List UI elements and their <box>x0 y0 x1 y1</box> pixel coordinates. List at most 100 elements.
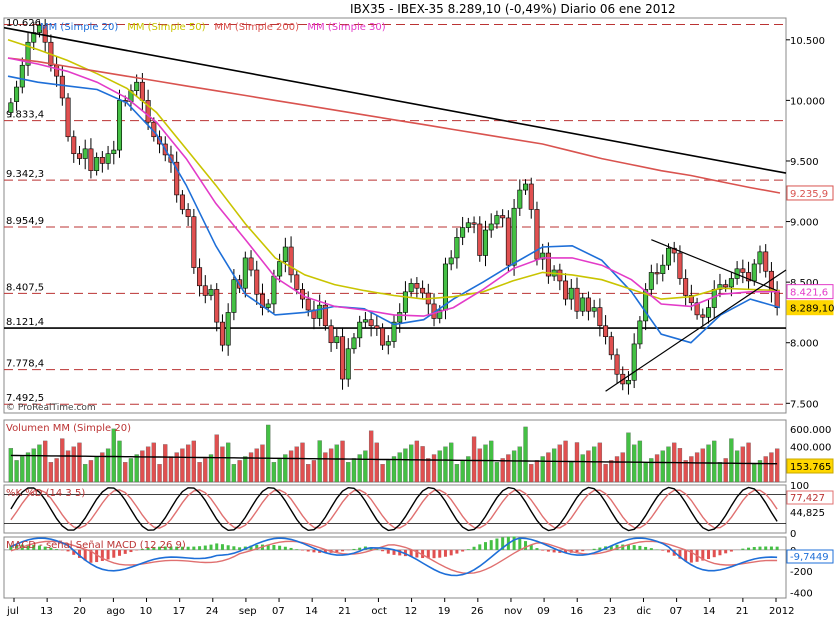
candle[interactable] <box>678 253 682 278</box>
candle[interactable] <box>483 230 487 255</box>
candle[interactable] <box>523 184 527 190</box>
candle[interactable] <box>66 98 70 137</box>
candle[interactable] <box>100 157 104 163</box>
candle[interactable] <box>215 289 219 322</box>
candle[interactable] <box>449 258 453 264</box>
candle[interactable] <box>94 157 98 170</box>
candle[interactable] <box>266 304 270 308</box>
candle[interactable] <box>317 305 321 318</box>
candle[interactable] <box>352 338 356 349</box>
candle[interactable] <box>649 272 653 289</box>
candle[interactable] <box>369 320 373 326</box>
candle[interactable] <box>729 279 733 287</box>
candle[interactable] <box>106 154 110 164</box>
candle[interactable] <box>455 237 459 258</box>
candle[interactable] <box>335 337 339 343</box>
candle[interactable] <box>586 298 590 311</box>
candle[interactable] <box>506 218 510 265</box>
candle[interactable] <box>661 265 665 273</box>
candle[interactable] <box>83 149 87 159</box>
candle[interactable] <box>386 342 390 346</box>
candle[interactable] <box>60 76 64 98</box>
candle[interactable] <box>54 65 58 76</box>
candle[interactable] <box>409 283 413 291</box>
candle[interactable] <box>741 269 745 273</box>
candle[interactable] <box>9 103 13 113</box>
candle[interactable] <box>764 252 768 271</box>
candle[interactable] <box>89 149 93 171</box>
candle[interactable] <box>569 288 573 299</box>
candle[interactable] <box>329 326 333 343</box>
candle[interactable] <box>232 280 236 313</box>
candle[interactable] <box>203 286 207 296</box>
candle[interactable] <box>712 289 716 307</box>
candle[interactable] <box>609 337 613 355</box>
candle[interactable] <box>186 209 190 216</box>
candle[interactable] <box>701 315 705 317</box>
candle[interactable] <box>478 224 482 256</box>
candle[interactable] <box>14 87 18 102</box>
candle[interactable] <box>758 252 762 264</box>
candle[interactable] <box>415 283 419 288</box>
candle[interactable] <box>626 380 630 384</box>
candle[interactable] <box>558 270 562 281</box>
candle[interactable] <box>295 275 299 290</box>
candle[interactable] <box>243 258 247 288</box>
candle[interactable] <box>598 308 602 326</box>
candle[interactable] <box>357 322 361 338</box>
candle[interactable] <box>581 298 585 311</box>
candle[interactable] <box>403 292 407 313</box>
candle[interactable] <box>518 190 522 208</box>
candle[interactable] <box>112 150 116 154</box>
candle[interactable] <box>592 308 596 312</box>
candle[interactable] <box>226 312 230 345</box>
candle[interactable] <box>666 248 670 265</box>
candle[interactable] <box>632 344 636 380</box>
candle[interactable] <box>466 223 470 228</box>
candle[interactable] <box>375 326 379 328</box>
candle[interactable] <box>277 262 281 277</box>
candle[interactable] <box>420 288 424 293</box>
candle[interactable] <box>380 328 384 345</box>
candle[interactable] <box>77 154 81 159</box>
candle[interactable] <box>575 288 579 311</box>
candle[interactable] <box>472 223 476 225</box>
candle[interactable] <box>180 195 184 210</box>
candle[interactable] <box>512 208 516 265</box>
candle[interactable] <box>752 264 756 281</box>
candle[interactable] <box>272 276 276 304</box>
candle[interactable] <box>460 228 464 238</box>
candle[interactable] <box>615 355 619 374</box>
candle[interactable] <box>655 272 659 274</box>
candle[interactable] <box>197 268 201 286</box>
candle[interactable] <box>192 217 196 268</box>
candle[interactable] <box>638 321 642 344</box>
candle[interactable] <box>72 137 76 154</box>
candle[interactable] <box>775 292 779 308</box>
candle[interactable] <box>529 184 533 209</box>
candle[interactable] <box>346 349 350 379</box>
candle[interactable] <box>683 279 687 296</box>
candle[interactable] <box>134 82 138 90</box>
candle[interactable] <box>20 65 24 87</box>
candle[interactable] <box>706 308 710 318</box>
candle[interactable] <box>723 285 727 287</box>
candle[interactable] <box>489 224 493 230</box>
candle[interactable] <box>500 216 504 218</box>
candle[interactable] <box>117 100 121 150</box>
candle[interactable] <box>209 289 213 295</box>
candle[interactable] <box>603 326 607 337</box>
candle[interactable] <box>249 258 253 270</box>
candle[interactable] <box>363 320 367 322</box>
candle[interactable] <box>255 270 259 294</box>
candle[interactable] <box>495 216 499 224</box>
candle[interactable] <box>398 312 402 322</box>
candle[interactable] <box>306 299 310 310</box>
candle[interactable] <box>140 82 144 100</box>
candle[interactable] <box>289 247 293 275</box>
candle[interactable] <box>563 281 567 299</box>
candle[interactable] <box>283 247 287 262</box>
candle[interactable] <box>340 337 344 379</box>
candle[interactable] <box>220 322 224 345</box>
